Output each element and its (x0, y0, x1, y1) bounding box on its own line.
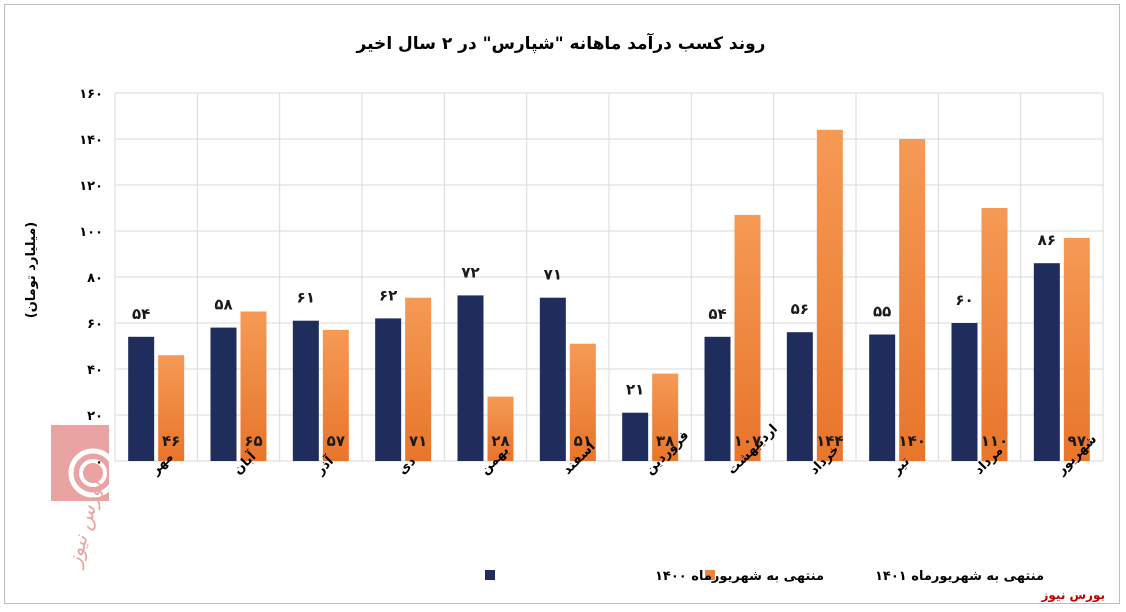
bar-1400 (210, 327, 237, 461)
bar-1401 (1063, 237, 1090, 461)
legend-swatch (485, 570, 495, 580)
legend-label: منتهی به شهریورماه ۱۴۰۱ (875, 569, 1044, 584)
data-label-1400: ۵۵ (873, 303, 891, 321)
data-label-1400: ۷۲ (461, 263, 479, 281)
data-label-1400: ۸۶ (1038, 231, 1056, 249)
bar-1400 (786, 332, 813, 461)
bar-1401 (816, 129, 843, 462)
bar-1400 (457, 295, 484, 461)
data-label-1401: ۱۴۰ (898, 432, 925, 450)
bar-1400 (128, 336, 155, 461)
data-label-1401: ۴۶ (162, 432, 180, 450)
legend-swatch (705, 570, 715, 580)
bar-1401 (734, 214, 761, 461)
data-label-1401: ۱۰۷ (734, 432, 761, 450)
data-label-1400: ۵۶ (791, 300, 809, 318)
bar-1401 (569, 343, 596, 461)
y-tick-label: ۱۶۰ (79, 87, 103, 102)
data-label-1400: ۶۲ (379, 286, 397, 304)
y-tick-label: ۱۲۰ (79, 179, 103, 194)
data-label-1401: ۲۸ (491, 432, 509, 450)
data-label-1401: ۹۷ (1068, 432, 1086, 450)
bar-1401 (405, 297, 432, 461)
bar-1400 (539, 297, 566, 461)
bar-1401 (158, 355, 185, 461)
chart-title: روند کسب درآمد ماهانه "شپارس" در ۲ سال ا… (356, 32, 766, 54)
bar-1401 (652, 373, 679, 461)
data-label-1400: ۵۴ (708, 305, 726, 323)
bar-1400 (1033, 263, 1060, 461)
data-label-1400: ۶۰ (955, 291, 973, 309)
data-label-1400: ۷۱ (544, 266, 562, 284)
data-label-1401: ۳۸ (656, 432, 674, 450)
chart-frame: روند کسب درآمد ماهانه "شپارس" در ۲ سال ا… (4, 4, 1120, 604)
bar-1401 (981, 208, 1008, 461)
legend: منتهی به شهریورماه ۱۴۰۱ منتهی به شهریورما… (485, 569, 1044, 584)
bar-1400 (704, 336, 731, 461)
data-label-1400: ۵۸ (214, 296, 232, 314)
data-label-1400: ۶۱ (297, 289, 315, 307)
bar-1401 (899, 139, 926, 461)
data-label-1400: ۵۴ (132, 305, 150, 323)
y-tick-label: ۸۰ (87, 271, 103, 286)
y-axis-label: (میلیارد تومان) (24, 222, 39, 318)
bar-1400 (869, 334, 896, 461)
bar-1401 (240, 311, 267, 461)
bar-1400 (951, 323, 978, 461)
data-label-1401: ۶۵ (244, 432, 262, 450)
bar-1400 (622, 412, 649, 461)
y-tick-label: ۱۴۰ (79, 133, 103, 148)
y-tick-label: ۰ (95, 455, 103, 470)
data-label-1401: ۵۱ (574, 432, 592, 450)
y-tick-label: ۲۰ (87, 409, 103, 424)
y-tick-label: ۴۰ (87, 363, 103, 378)
legend-label: منتهی به شهریورماه ۱۴۰۰ (655, 569, 824, 584)
data-label-1401: ۱۱۰ (981, 432, 1008, 450)
y-tick-label: ۱۰۰ (79, 225, 103, 240)
bar-1401 (487, 396, 514, 461)
bar-1400 (292, 320, 319, 461)
watermark-logo: بورس نیوز (51, 425, 118, 572)
source-credit: بورس نیوز (1041, 588, 1105, 602)
data-label-1401: ۵۷ (327, 432, 345, 450)
y-tick-label: ۶۰ (87, 317, 103, 332)
bar-1400 (375, 318, 402, 461)
bar-chart: روند کسب درآمد ماهانه "شپارس" در ۲ سال ا… (24, 32, 1104, 584)
data-label-1401: ۱۴۴ (816, 432, 843, 450)
bar-1401 (322, 329, 349, 461)
data-label-1400: ۲۱ (626, 381, 644, 399)
data-label-1401: ۷۱ (409, 432, 427, 450)
